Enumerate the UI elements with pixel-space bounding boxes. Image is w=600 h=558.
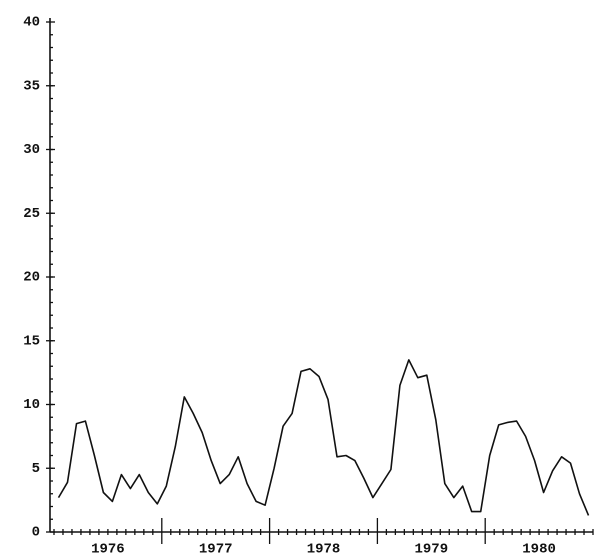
y-tick-label: 20 <box>23 270 40 286</box>
y-tick-label: 5 <box>32 461 40 477</box>
data-line <box>57 359 590 516</box>
y-tick-label: 35 <box>23 78 40 94</box>
y-tick-label: 30 <box>23 142 40 158</box>
y-tick-label: 40 <box>23 15 40 31</box>
y-tick-label: 0 <box>32 525 40 541</box>
x-tick-label: 1980 <box>522 542 556 558</box>
x-tick-label: 1979 <box>414 542 448 558</box>
y-tick-label: 10 <box>23 397 40 413</box>
y-tick-label: 25 <box>23 206 40 222</box>
x-tick-label: 1976 <box>91 542 125 558</box>
x-tick-label: 1978 <box>307 542 341 558</box>
x-tick-label: 1977 <box>199 542 233 558</box>
y-tick-label: 15 <box>23 333 40 349</box>
